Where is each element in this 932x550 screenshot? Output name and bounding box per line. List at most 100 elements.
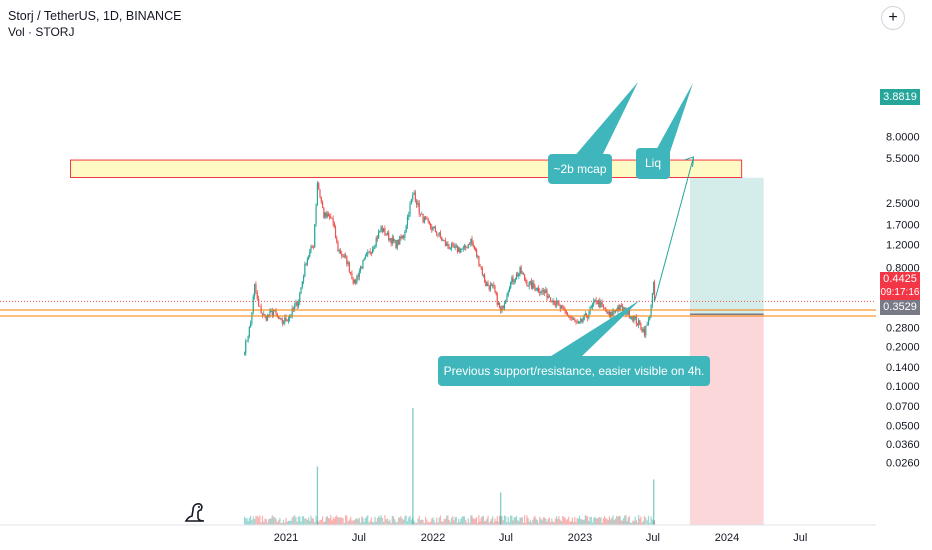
candle-body xyxy=(460,249,462,253)
candle-body xyxy=(425,217,427,219)
volume-bar xyxy=(431,518,433,525)
volume-bar xyxy=(294,515,296,525)
time-tick-label: 2021 xyxy=(274,532,298,544)
volume-bar xyxy=(557,518,559,525)
volume-bar xyxy=(320,519,322,525)
volume-bar xyxy=(347,521,349,525)
volume-bar xyxy=(581,519,583,525)
candle-body xyxy=(601,302,603,305)
candle-body xyxy=(526,281,528,286)
candle-body xyxy=(259,305,261,307)
volume-bar xyxy=(611,517,613,525)
volume-bar xyxy=(266,522,269,525)
arrow-head xyxy=(684,156,695,167)
volume-bar xyxy=(631,522,633,525)
candle-body xyxy=(507,291,509,296)
volume-bar xyxy=(281,522,283,525)
candle-body xyxy=(397,239,400,245)
candle-body xyxy=(310,246,312,252)
candle-body xyxy=(628,310,630,319)
volume-bar xyxy=(268,519,270,525)
candle-body xyxy=(571,318,573,320)
candle-body xyxy=(471,238,473,243)
candle-body xyxy=(649,315,651,320)
candle-body xyxy=(466,247,468,249)
candle-body xyxy=(565,311,567,314)
candle-body xyxy=(634,316,636,318)
candle-body xyxy=(369,251,371,254)
volume-bar xyxy=(285,517,287,525)
candle-body xyxy=(334,227,337,238)
volume-bar xyxy=(279,517,281,525)
volume-bar xyxy=(616,515,618,525)
volume-bar xyxy=(633,521,635,525)
candle-body xyxy=(643,329,646,336)
note-mcap[interactable]: ~2b mcap xyxy=(548,154,612,184)
note-support[interactable]: Previous support/resistance, easier visi… xyxy=(438,356,710,386)
candle-body xyxy=(494,285,496,292)
volume-bar xyxy=(413,520,415,525)
volume-bar xyxy=(295,517,297,525)
candle-body xyxy=(527,285,529,287)
time-tick-label: 2023 xyxy=(568,532,592,544)
volume-bar xyxy=(325,516,327,525)
candle-body xyxy=(539,291,541,294)
volume-bar xyxy=(463,516,466,525)
volume-bar xyxy=(416,522,418,525)
candle-body xyxy=(448,246,450,249)
volume-bar xyxy=(636,522,639,525)
volume-bar xyxy=(546,521,548,525)
candle-body xyxy=(540,292,542,294)
candle-body xyxy=(348,262,350,272)
volume-bar xyxy=(437,522,439,525)
volume-bar xyxy=(397,517,400,525)
volume-bar xyxy=(312,518,314,525)
volume-bar xyxy=(423,522,425,525)
volume-bar xyxy=(629,522,632,525)
volume-bar xyxy=(408,517,410,525)
volume-bar xyxy=(547,518,549,525)
candle-body xyxy=(315,204,317,225)
candle-body xyxy=(647,319,650,325)
candle-body xyxy=(525,279,527,282)
add-indicator-button[interactable]: + xyxy=(881,6,905,30)
candle-body xyxy=(321,201,324,208)
volume-bar xyxy=(574,516,576,525)
symbol-title[interactable]: Storj / TetherUS, 1D, BINANCE xyxy=(8,9,182,23)
candle-body xyxy=(461,249,463,250)
volume-bar xyxy=(593,518,595,525)
tradingview-logo-icon[interactable] xyxy=(183,498,209,529)
candle-body xyxy=(618,306,620,310)
candle-body xyxy=(640,323,642,330)
volume-bar xyxy=(297,516,300,525)
volume-bar xyxy=(603,516,606,525)
volume-bar xyxy=(289,520,291,525)
volume-bar xyxy=(545,518,547,525)
volume-spike xyxy=(499,492,502,525)
candle-body xyxy=(324,212,326,218)
candle-body xyxy=(338,250,340,252)
candle-body xyxy=(551,300,553,303)
note-liq[interactable]: Liq xyxy=(636,148,670,179)
volume-bar xyxy=(477,522,479,525)
volume-bar xyxy=(371,522,374,525)
volume-spike xyxy=(653,479,655,525)
time-tick-label: 2024 xyxy=(715,532,739,544)
candle-body xyxy=(603,307,606,309)
volume-bar xyxy=(539,516,541,525)
candle-body xyxy=(433,226,435,228)
volume-bar xyxy=(543,517,546,525)
volume-bar xyxy=(380,515,382,525)
volume-bar xyxy=(259,515,261,525)
candle-body xyxy=(353,280,356,284)
volume-legend[interactable]: Vol · STORJ xyxy=(8,25,75,39)
candle-body xyxy=(381,226,383,232)
candle-body xyxy=(501,305,503,312)
volume-bar xyxy=(486,518,488,525)
candle-body xyxy=(392,237,395,241)
volume-bar xyxy=(585,515,588,525)
candle-body xyxy=(437,233,439,235)
volume-bar xyxy=(329,518,331,525)
candle-body xyxy=(337,241,339,252)
